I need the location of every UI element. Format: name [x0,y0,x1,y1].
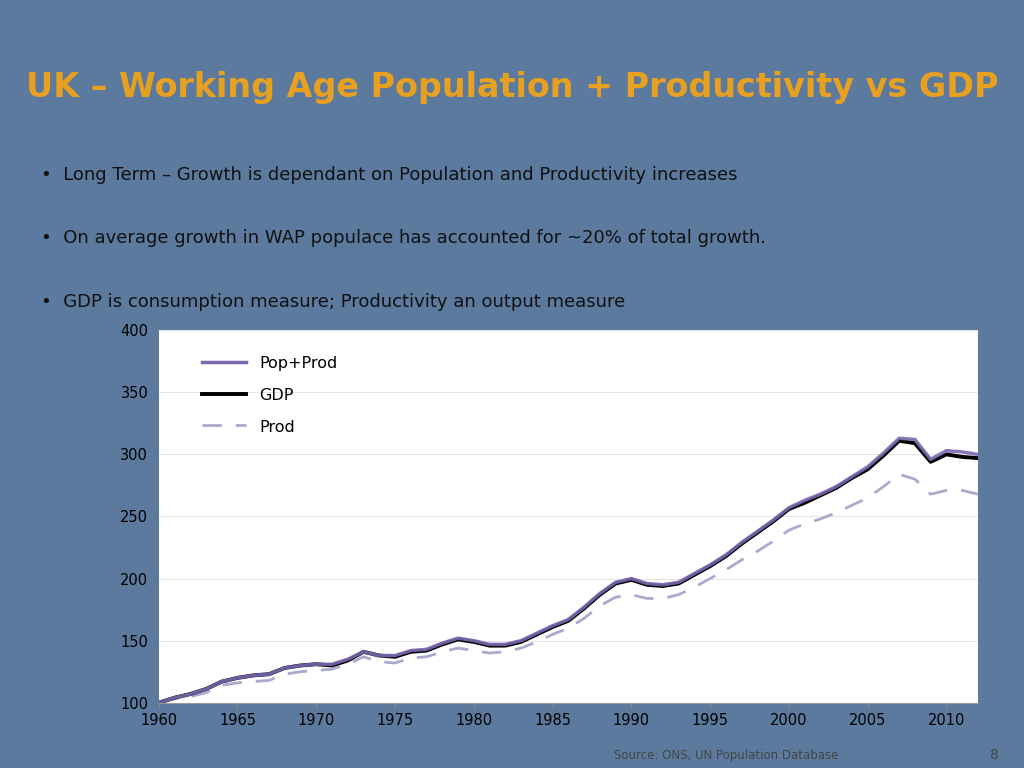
Text: 8: 8 [989,748,998,762]
Text: UK – Working Age Population + Productivity vs GDP: UK – Working Age Population + Productivi… [26,71,998,104]
Text: •  GDP is consumption measure; Productivity an output measure: • GDP is consumption measure; Productivi… [41,293,626,311]
Text: Source: ONS, UN Population Database: Source: ONS, UN Population Database [614,749,839,762]
Text: (1960 = 100): (1960 = 100) [466,391,558,405]
Text: •  On average growth in WAP populace has accounted for ~20% of total growth.: • On average growth in WAP populace has … [41,230,766,247]
Legend: Pop+Prod, GDP, Prod: Pop+Prod, GDP, Prod [196,349,344,441]
Text: UK: WAP + Prod vs GDP: UK: WAP + Prod vs GDP [411,369,613,384]
Text: •  Long Term – Growth is dependant on Population and Productivity increases: • Long Term – Growth is dependant on Pop… [41,166,737,184]
